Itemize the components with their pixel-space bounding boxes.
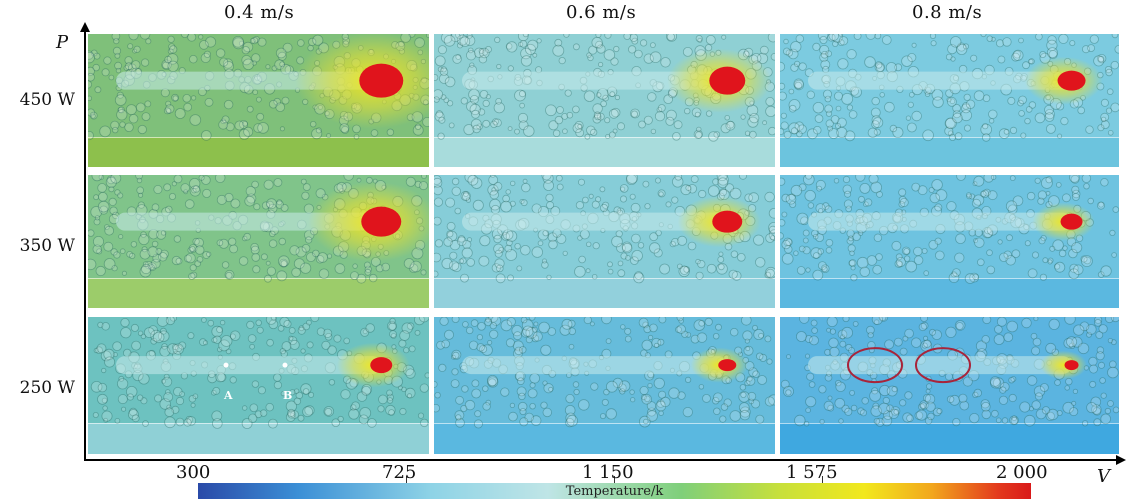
melt-pool: [718, 359, 737, 372]
velocity-axis-line: [84, 459, 1119, 461]
p-250-08: [780, 317, 1119, 454]
substrate: [780, 277, 1119, 308]
p-450-06: [434, 34, 775, 167]
powder-particles: [434, 317, 775, 429]
powder-particles: [88, 175, 429, 284]
p-450-04: [88, 34, 429, 167]
substrate: [434, 136, 775, 167]
melt-pool: [712, 210, 743, 233]
substrate: [88, 136, 429, 167]
colorbar-title: Temperature/k: [565, 484, 664, 499]
colorbar-tick: [406, 476, 407, 483]
substrate: [88, 422, 429, 454]
defect-ellipse: [847, 347, 903, 384]
melt-pool: [361, 206, 402, 237]
colorbar-tick-label-725: 725: [382, 462, 417, 483]
powder-particles: [780, 34, 1119, 142]
colorbar-tick-label-1150: 1 150: [582, 462, 634, 483]
colorbar-tick-label-300: 300: [176, 462, 211, 483]
powder-particles: [434, 34, 775, 142]
p-350-04: [88, 175, 429, 308]
column-header-0-6: 0.6 m/s: [566, 2, 637, 23]
substrate: [434, 277, 775, 308]
powder-particles: [780, 317, 1119, 427]
melt-pool: [709, 66, 746, 95]
column-header-0-4: 0.4 m/s: [224, 2, 295, 23]
powder-particles: [434, 175, 775, 284]
melt-pool: [1064, 360, 1079, 371]
melt-pool: [370, 357, 393, 374]
velocity-axis-arrow-icon: [1116, 455, 1126, 465]
colorbar-tick: [614, 476, 615, 483]
p-350-08: [780, 175, 1119, 308]
substrate: [88, 277, 429, 308]
colorbar-tick: [822, 476, 823, 483]
substrate: [780, 422, 1119, 454]
colorbar-tick-label-2000: 2 000: [996, 462, 1048, 483]
colorbar-tick-label-1575: 1 575: [786, 462, 838, 483]
row-label-350w: 350 W: [19, 236, 75, 256]
p-250-04: [88, 317, 429, 454]
powder-particles: [780, 175, 1119, 284]
substrate: [780, 136, 1119, 167]
row-label-250w: 250 W: [19, 378, 75, 398]
velocity-axis-letter: V: [1097, 466, 1110, 487]
p-450-08: [780, 34, 1119, 167]
melt-pool: [1060, 213, 1083, 230]
point-a-label: A: [224, 389, 233, 402]
melt-pool: [1057, 70, 1086, 91]
temperature-colorbar: [198, 483, 1031, 499]
power-axis-line: [84, 28, 86, 460]
powder-particles: [88, 34, 429, 141]
point-marker: [223, 362, 229, 368]
power-axis-arrow-icon: [80, 22, 90, 32]
melt-pool: [359, 63, 404, 98]
substrate: [434, 422, 775, 454]
p-250-06: [434, 317, 775, 454]
defect-ellipse: [915, 347, 971, 384]
column-header-0-8: 0.8 m/s: [912, 2, 983, 23]
powder-particles: [90, 317, 429, 429]
p-350-06: [434, 175, 775, 308]
power-axis-letter: P: [56, 32, 69, 53]
point-marker: [282, 362, 288, 368]
row-label-450w: 450 W: [19, 90, 75, 110]
point-b-label: B: [283, 389, 293, 402]
